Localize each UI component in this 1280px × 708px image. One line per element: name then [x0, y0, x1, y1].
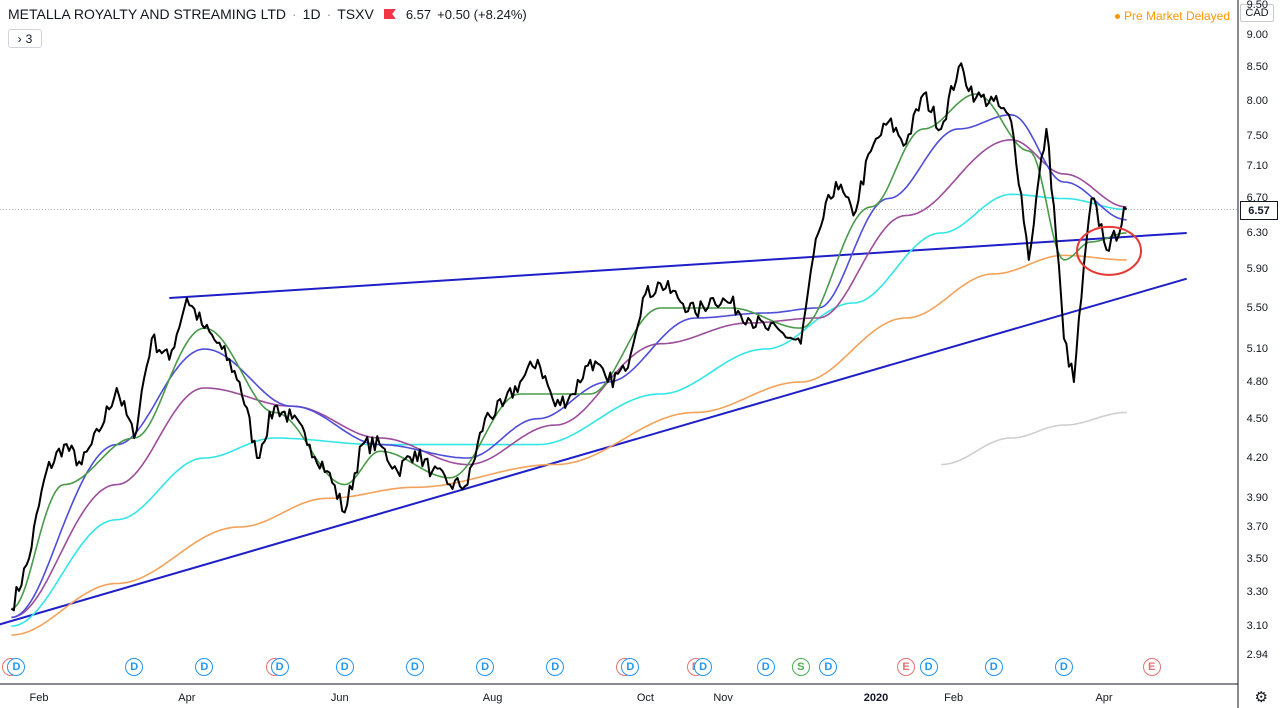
dividend-marker[interactable]: D	[1054, 658, 1073, 676]
dividend-marker[interactable]: D	[984, 658, 1003, 676]
dividend-marker[interactable]: D	[621, 658, 640, 676]
dividend-marker[interactable]: D	[476, 658, 495, 676]
y-tick-label: 9.50	[1246, 0, 1268, 11]
indicators-count: 3	[25, 31, 33, 46]
earnings-marker[interactable]: E	[897, 658, 916, 676]
y-tick-label: 3.70	[1246, 521, 1268, 533]
y-tick-label: 6.30	[1246, 227, 1268, 239]
y-tick-label: 3.10	[1246, 620, 1268, 633]
ema-2-line	[11, 114, 1127, 619]
y-tick-label: 5.50	[1246, 302, 1268, 314]
separator: ·	[326, 6, 332, 22]
y-tick-label: 9.00	[1246, 29, 1268, 41]
dividend-marker[interactable]: D	[819, 658, 838, 676]
dividend-marker[interactable]: D	[270, 658, 289, 676]
x-tick-label: Feb	[29, 692, 49, 704]
interval-label[interactable]: 1D	[302, 6, 321, 22]
y-tick-label: 7.10	[1246, 160, 1268, 172]
dividend-marker[interactable]: D	[335, 658, 354, 676]
x-tick-label: Apr	[1095, 692, 1113, 704]
highlight-circle[interactable]	[1076, 225, 1143, 276]
ema-5-line	[11, 254, 1127, 636]
trendline[interactable]	[0, 277, 1187, 626]
flag-icon	[383, 9, 396, 19]
y-tick-label: 5.90	[1246, 263, 1268, 276]
indicators-toggle-button[interactable]: › 3	[8, 29, 42, 48]
premarket-label: Pre Market Delayed	[1123, 9, 1230, 23]
symbol-header: METALLA ROYALTY AND STREAMING LTD · 1D ·…	[8, 6, 527, 22]
y-tick-label: 3.90	[1246, 492, 1268, 505]
y-tick-label: 2.94	[1246, 649, 1268, 661]
trendline[interactable]	[169, 232, 1187, 300]
gear-icon[interactable]: ⚙	[1254, 689, 1268, 706]
premarket-status: Pre Market Delayed	[1114, 9, 1230, 23]
dividend-marker[interactable]: D	[919, 658, 938, 676]
y-tick-label: 8.50	[1246, 61, 1268, 74]
ema-4-line	[11, 193, 1127, 627]
x-tick-label: Jun	[330, 692, 349, 704]
x-tick-label: Nov	[713, 692, 733, 704]
last-price: 6.57	[405, 6, 432, 22]
y-tick-label: 3.30	[1246, 586, 1268, 598]
exchange-label: TSXV	[337, 6, 374, 22]
y-tick-label: 3.50	[1246, 552, 1268, 565]
dividend-marker[interactable]: D	[756, 658, 775, 676]
ema-fast-line	[11, 93, 1127, 610]
x-tick-label: Feb	[944, 692, 964, 704]
status-dot-icon	[1114, 14, 1120, 20]
y-tick-label: 7.50	[1246, 130, 1268, 143]
price-change: +0.50 (+8.24%)	[437, 6, 527, 22]
dividend-marker[interactable]: D	[694, 658, 713, 676]
x-tick-label: Oct	[636, 692, 654, 704]
separator: ·	[292, 6, 297, 22]
y-tick-label: 4.50	[1246, 412, 1268, 425]
dividend-marker[interactable]: D	[125, 658, 144, 676]
current-price-badge: 6.57	[1240, 201, 1278, 220]
symbol-name[interactable]: METALLA ROYALTY AND STREAMING LTD	[8, 6, 286, 22]
ema-6-line	[941, 411, 1127, 466]
dividend-marker[interactable]: D	[7, 658, 26, 676]
dividend-marker[interactable]: D	[546, 658, 565, 676]
earnings-marker[interactable]: E	[1142, 658, 1161, 676]
x-tick-label: Apr	[178, 692, 196, 704]
ema-3-line	[11, 139, 1127, 619]
y-tick-label: 8.00	[1246, 95, 1268, 107]
y-tick-label: 4.80	[1246, 376, 1268, 388]
y-tick-label: 5.10	[1246, 343, 1268, 356]
price-line	[10, 62, 1128, 612]
currency-button[interactable]: CAD	[1240, 4, 1274, 22]
x-tick-label: Aug	[482, 692, 503, 704]
x-tick-label: 2020	[863, 692, 889, 704]
dividend-marker[interactable]: D	[405, 658, 424, 676]
chevron-right-icon: ›	[17, 31, 22, 46]
y-tick-label: 4.20	[1246, 452, 1268, 464]
dividend-marker[interactable]: D	[195, 658, 214, 676]
split-marker[interactable]: S	[791, 658, 810, 676]
